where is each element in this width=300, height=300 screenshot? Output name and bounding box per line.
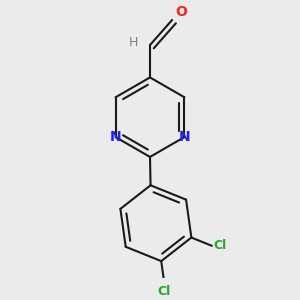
Text: N: N: [178, 130, 190, 144]
Text: Cl: Cl: [158, 285, 171, 298]
Text: O: O: [175, 4, 187, 19]
Text: N: N: [110, 130, 122, 144]
Text: H: H: [129, 36, 138, 49]
Text: Cl: Cl: [213, 239, 226, 252]
